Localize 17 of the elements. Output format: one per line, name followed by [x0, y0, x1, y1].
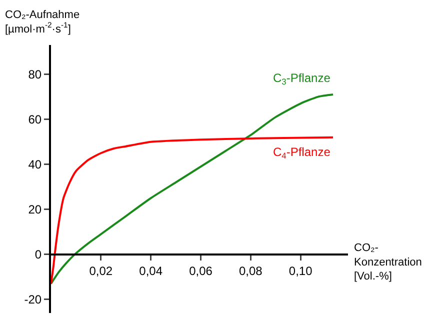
x-tick-label: 0,06 [189, 264, 213, 278]
y-tick-label: -20 [24, 292, 42, 307]
y-tick-label: 60 [28, 112, 42, 127]
line-series [51, 136, 334, 285]
y-tick-label: 20 [28, 202, 42, 217]
x-axis-title: CO₂-Konzentration [Vol.-%] [354, 242, 422, 283]
y-axis-title: CO₂-Aufnahme [µmol·m$^{-2}$·s$^{-1}$] [5, 9, 80, 36]
series-label: C$_{3}$-Pflanze [273, 71, 331, 87]
x-tick-label: 0,02 [89, 264, 113, 278]
y-tick-label: 0 [34, 248, 42, 262]
x-tick-label: 0,04 [139, 264, 163, 278]
x-tick-label: 0,08 [238, 264, 263, 278]
line-series [51, 94, 334, 285]
series-label: C$_{4}$-Pflanze [273, 145, 331, 161]
y-tick-label: 40 [28, 158, 42, 172]
y-tick-label: 80 [28, 67, 42, 82]
x-tick-label: 0,10 [288, 264, 313, 278]
